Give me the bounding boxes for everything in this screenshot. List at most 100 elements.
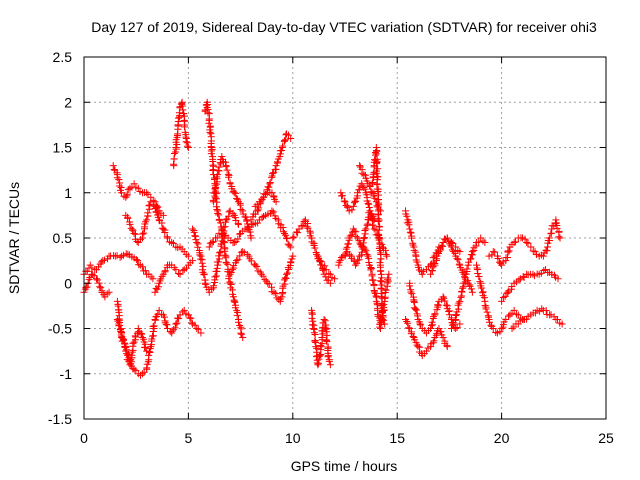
data-point — [268, 207, 276, 215]
data-point — [169, 239, 177, 247]
data-point — [356, 252, 364, 260]
data-point — [169, 326, 177, 334]
data-point — [311, 337, 319, 345]
data-point — [239, 248, 247, 256]
data-point — [215, 255, 223, 263]
data-point — [213, 205, 221, 213]
data-point — [352, 232, 360, 240]
data-point — [180, 306, 188, 314]
data-point — [505, 312, 513, 320]
data-point — [439, 242, 447, 250]
data-point — [253, 263, 261, 271]
data-point — [122, 193, 130, 201]
data-point — [355, 256, 363, 264]
data-point — [221, 158, 229, 166]
data-point — [234, 318, 242, 326]
data-point — [180, 123, 188, 131]
data-point — [362, 247, 370, 255]
data-point — [442, 301, 450, 309]
data-point — [189, 225, 197, 233]
data-point — [375, 216, 383, 224]
data-point — [336, 256, 344, 264]
data-point — [510, 306, 518, 314]
data-point — [197, 329, 205, 337]
data-point — [543, 247, 551, 255]
data-point — [483, 308, 491, 316]
data-point — [378, 309, 386, 317]
data-point — [193, 239, 201, 247]
data-point — [124, 214, 132, 222]
data-point — [83, 267, 91, 275]
data-point — [206, 128, 214, 136]
data-point — [373, 160, 381, 168]
data-point — [498, 325, 506, 332]
data-point — [230, 239, 238, 247]
data-point — [284, 269, 292, 277]
data-point — [504, 288, 512, 296]
data-point — [413, 258, 421, 266]
data-point — [361, 185, 369, 193]
data-point — [225, 208, 233, 216]
data-point — [128, 348, 136, 356]
data-point — [143, 189, 151, 197]
data-point — [319, 266, 327, 274]
data-point — [96, 283, 104, 291]
y-tick-label: 2.5 — [53, 49, 73, 65]
data-point — [99, 257, 107, 265]
data-point — [229, 293, 237, 301]
data-point — [149, 201, 157, 209]
data-point — [498, 261, 506, 269]
data-point — [351, 197, 359, 205]
data-point — [287, 258, 295, 266]
x-tick-label: 0 — [80, 430, 88, 446]
x-tick-label: 5 — [185, 430, 193, 446]
data-point — [83, 283, 91, 291]
data-point — [149, 275, 157, 283]
data-point — [134, 184, 142, 192]
data-point — [465, 258, 473, 266]
data-point — [311, 331, 319, 339]
data-point — [88, 270, 96, 278]
data-point — [368, 212, 376, 220]
data-point — [273, 158, 281, 166]
data-point — [232, 189, 240, 197]
data-point — [461, 274, 469, 282]
data-point — [105, 288, 113, 296]
data-point — [369, 276, 377, 284]
data-point — [143, 347, 151, 355]
data-point — [360, 183, 368, 191]
data-point — [338, 192, 346, 200]
data-point — [274, 216, 282, 224]
data-point — [379, 316, 387, 324]
data-point — [427, 322, 435, 330]
data-point — [341, 198, 349, 206]
data-point — [282, 234, 290, 242]
data-point — [141, 344, 149, 352]
data-point — [467, 255, 475, 263]
data-point — [285, 241, 293, 249]
data-point — [194, 243, 202, 251]
data-point — [100, 256, 108, 264]
data-point — [310, 329, 318, 337]
data-point — [429, 313, 437, 321]
x-tick-label: 20 — [494, 430, 510, 446]
data-point — [175, 315, 183, 323]
data-point — [322, 266, 330, 274]
data-point — [458, 287, 466, 295]
data-point — [496, 328, 504, 336]
data-point — [141, 267, 149, 275]
data-point — [344, 240, 352, 248]
data-point — [407, 234, 415, 242]
data-point — [237, 206, 245, 214]
data-point — [281, 137, 289, 145]
data-point — [427, 343, 435, 351]
data-point — [467, 285, 475, 293]
data-point — [478, 284, 486, 292]
data-point — [325, 270, 333, 278]
data-point — [418, 270, 426, 278]
data-point — [119, 335, 127, 343]
data-point — [217, 219, 225, 227]
data-point — [225, 275, 233, 283]
data-point — [555, 233, 563, 241]
data-point — [119, 335, 127, 343]
